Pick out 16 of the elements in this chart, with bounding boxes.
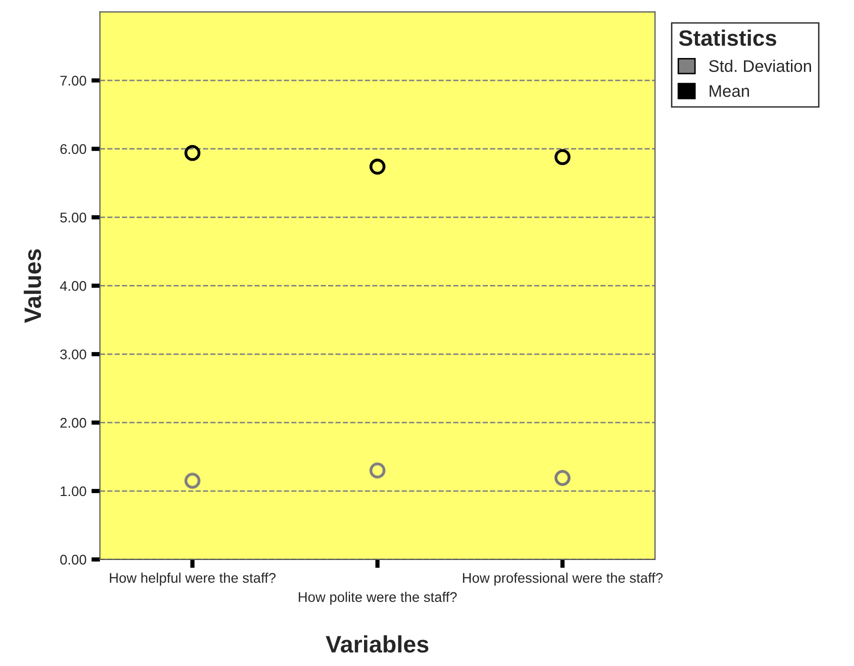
y-tick-label: 5.00 [60, 212, 86, 222]
legend-title: Statistics [678, 30, 776, 46]
y-tick-label: 0.00 [60, 554, 86, 565]
y-axis-title: Values [24, 249, 42, 323]
y-tick-label: 2.00 [60, 418, 86, 428]
legend-label: Std. Deviation [709, 60, 812, 72]
x-tick-label: How professional were the staff? [463, 572, 663, 586]
y-tick-label: 3.00 [60, 349, 86, 360]
y-tick-label: 4.00 [60, 281, 86, 291]
y-tick-label: 1.00 [60, 486, 86, 496]
x-tick-label: How polite were the staff? [298, 592, 457, 605]
x-tick-label: How helpful were the staff? [110, 572, 276, 586]
legend-label: Mean [710, 85, 749, 97]
y-tick-label: 7.00 [60, 76, 86, 86]
x-axis-title: Variables [326, 635, 428, 653]
y-tick-label: 6.00 [60, 144, 86, 154]
